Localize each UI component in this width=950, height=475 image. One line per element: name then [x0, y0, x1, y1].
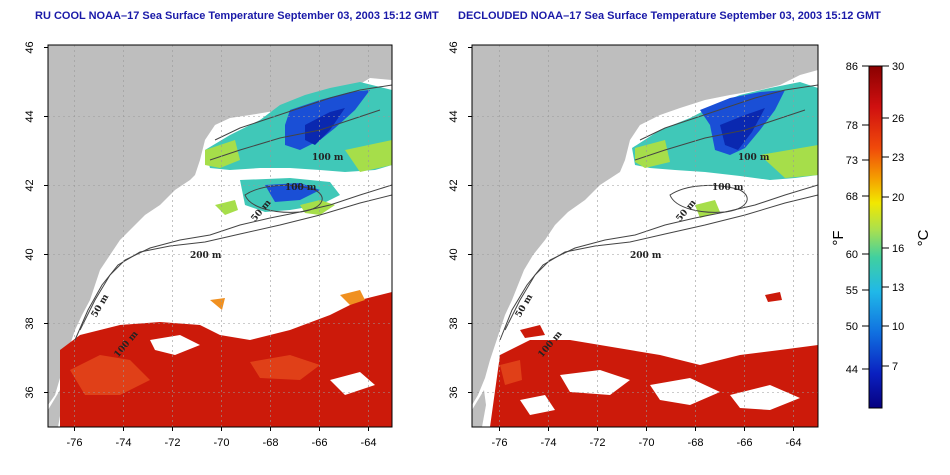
lon-tick-label: -66: [737, 437, 753, 449]
colorbar-gradient: [868, 65, 883, 409]
celsius-tick: 30: [892, 61, 904, 73]
lat-tick-label: 44: [448, 110, 460, 122]
sst-gulf-stream: [60, 292, 392, 427]
left-map: 100 m 100 m 50 m 200 m 50 m 100 m -76 -7…: [24, 41, 393, 449]
land-mass: [48, 45, 392, 405]
lon-tick-label: -76: [67, 437, 83, 449]
lat-tick-label: 38: [448, 317, 460, 329]
celsius-unit-label: °C: [915, 229, 932, 246]
lon-tick-label: -72: [590, 437, 606, 449]
lon-tick-label: -72: [165, 437, 181, 449]
lon-tick-label: -76: [492, 437, 508, 449]
lon-tick-label: -68: [263, 437, 279, 449]
left-map-title: RU COOL NOAA–17 Sea Surface Temperature …: [35, 10, 439, 22]
isobath-label: 100 m: [285, 183, 317, 193]
celsius-tick: 16: [892, 243, 904, 255]
lat-tick-label: 40: [24, 248, 36, 260]
lat-lon-grid: [472, 45, 818, 427]
fahrenheit-tick: 78: [846, 120, 858, 132]
lon-tick-label: -70: [214, 437, 230, 449]
lon-tick-label: -68: [688, 437, 704, 449]
fahrenheit-unit-label: °F: [830, 230, 847, 245]
lat-tick-label: 38: [24, 317, 36, 329]
isobath-label: 100 m: [712, 183, 744, 193]
colorbar: 86 78 73 68 60 55 50 44 30 26 23 20 16 1…: [830, 61, 932, 409]
lon-tick-label: -74: [116, 437, 132, 449]
lon-tick-label: -64: [786, 437, 802, 449]
fahrenheit-tick: 44: [846, 364, 858, 376]
isobath-label: 200 m: [630, 251, 662, 261]
lon-tick-label: -64: [361, 437, 377, 449]
lat-tick-label: 42: [448, 179, 460, 191]
lat-tick-label: 46: [24, 41, 36, 53]
fahrenheit-tick: 55: [846, 285, 858, 297]
fahrenheit-tick: 73: [846, 155, 858, 167]
lat-tick-label: 36: [24, 386, 36, 398]
celsius-tick: 13: [892, 282, 904, 294]
land-mass: [472, 45, 818, 405]
isobath-label: 100 m: [312, 153, 344, 163]
lon-tick-label: -66: [312, 437, 328, 449]
celsius-tick: 7: [892, 361, 898, 373]
isobath-label: 100 m: [738, 153, 770, 163]
isobath-line: [499, 194, 818, 341]
lat-tick-label: 42: [24, 179, 36, 191]
celsius-tick: 20: [892, 192, 904, 204]
fahrenheit-tick: 86: [846, 61, 858, 73]
map-frame: [47, 44, 393, 428]
lon-tick-label: -70: [639, 437, 655, 449]
right-map-title: DECLOUDED NOAA–17 Sea Surface Temperatur…: [458, 10, 881, 22]
lat-lon-grid: [48, 45, 392, 427]
isobath-label: 200 m: [190, 251, 222, 261]
lat-tick-label: 40: [448, 248, 460, 260]
map-frame: [471, 44, 819, 428]
lon-tick-label: -74: [541, 437, 557, 449]
lat-tick-label: 44: [24, 110, 36, 122]
sst-gulf-stream: [490, 340, 818, 427]
fahrenheit-tick: 68: [846, 191, 858, 203]
lat-tick-label: 46: [448, 41, 460, 53]
fahrenheit-tick: 60: [846, 249, 858, 261]
celsius-tick: 23: [892, 152, 904, 164]
celsius-tick: 10: [892, 321, 904, 333]
lat-tick-label: 36: [448, 386, 460, 398]
fahrenheit-tick: 50: [846, 321, 858, 333]
right-map: 100 m 100 m 50 m 200 m 50 m 100 m -76 -7…: [448, 41, 819, 449]
isobath-line: [74, 194, 392, 341]
celsius-tick: 26: [892, 113, 904, 125]
